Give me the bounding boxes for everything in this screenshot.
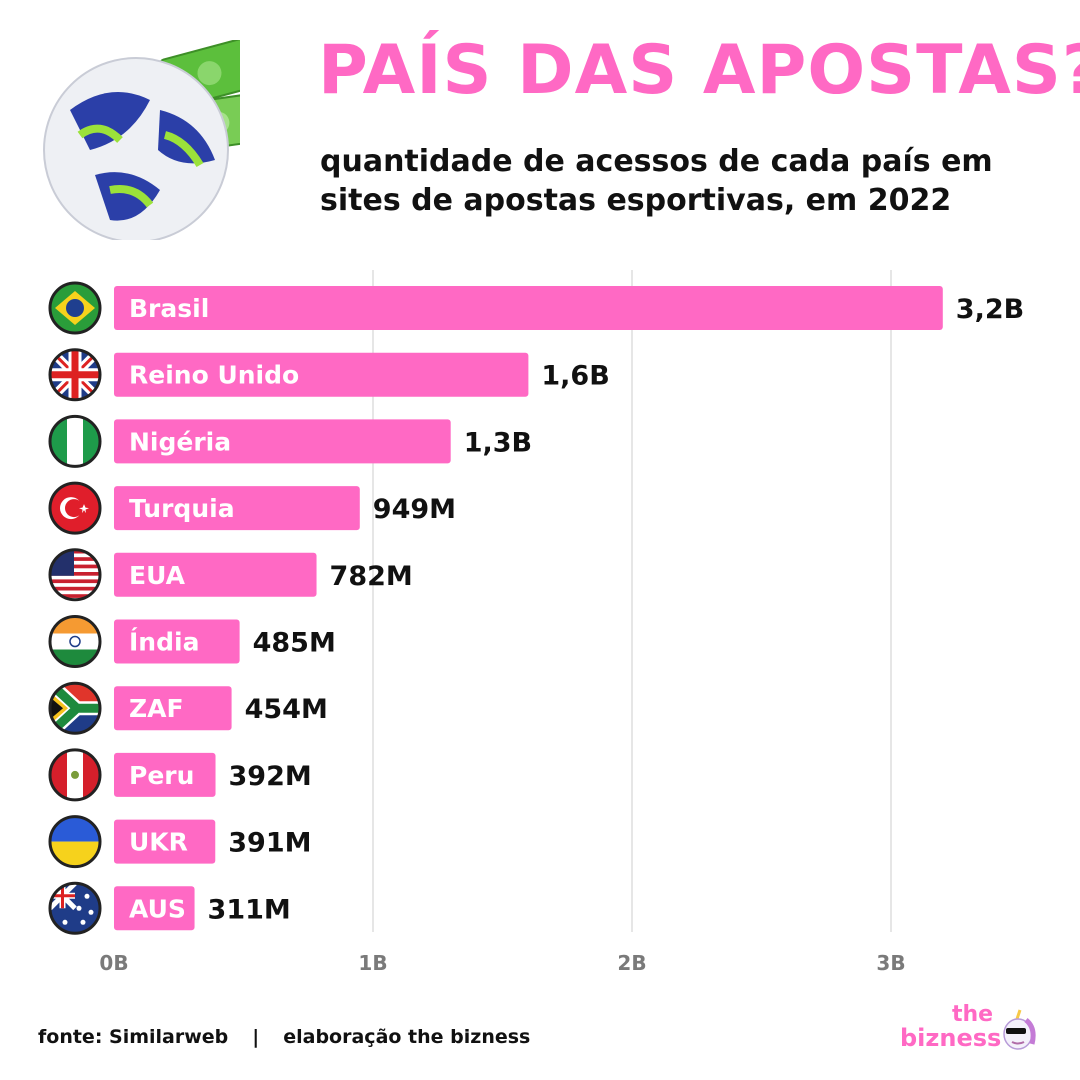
- bar-category-label: Índia: [129, 628, 199, 657]
- x-tick-label: 3B: [876, 951, 905, 975]
- bar: [114, 819, 216, 864]
- page-title: PAÍS DAS APOSTAS?: [318, 31, 1080, 110]
- x-tick-label: 1B: [358, 951, 387, 975]
- bar: [114, 419, 451, 464]
- uk-flag-icon: [48, 348, 102, 402]
- bar-category-label: Nigéria: [129, 427, 231, 456]
- bar-category-label: EUA: [129, 561, 186, 590]
- bar-category-label: Brasil: [129, 294, 209, 323]
- footer-separator: |: [252, 1026, 260, 1048]
- bar-value-label: 782M: [330, 561, 413, 592]
- brand-logo-line-2: bizness: [900, 1024, 1002, 1052]
- bar-category-label: ZAF: [129, 694, 184, 723]
- bar-value-label: 311M: [208, 894, 291, 925]
- bar-value-label: 3,2B: [956, 294, 1024, 325]
- x-tick-label: 2B: [617, 951, 646, 975]
- peru-flag-icon: [48, 748, 102, 802]
- bar-value-label: 454M: [245, 694, 328, 725]
- credit-note: elaboração the bizness: [283, 1026, 531, 1048]
- usa-flag-icon: [48, 548, 102, 602]
- bar-value-label: 392M: [229, 761, 312, 792]
- bar-chart: 0B 1B 2B 3B Brasil 3,2B Reino Unido 1,6B Nigéria…: [48, 270, 1024, 975]
- bar: [114, 686, 232, 731]
- bar: [114, 486, 360, 531]
- ukraine-flag-icon: [48, 815, 102, 869]
- australia-flag-icon: [48, 881, 102, 935]
- source-note: fonte: Similarweb: [38, 1026, 229, 1048]
- subtitle-line-1: quantidade de acessos de cada país em: [320, 144, 993, 179]
- bar-category-label: Turquia: [129, 494, 235, 523]
- bar: [114, 286, 943, 330]
- unicorn-icon: [1003, 1009, 1036, 1050]
- bar: [114, 552, 317, 597]
- south-africa-flag-icon: [48, 681, 102, 735]
- bar: [114, 886, 195, 931]
- x-tick-label: 0B: [99, 951, 128, 975]
- bar-value-label: 1,3B: [464, 427, 532, 458]
- brazil-flag-icon: [48, 281, 102, 335]
- page-subtitle: quantidade de acessos de cada país em si…: [320, 142, 1060, 220]
- bar: [114, 619, 240, 664]
- turkey-flag-icon: [48, 481, 102, 535]
- bar-category-label: AUS: [129, 894, 186, 923]
- bar-value-label: 391M: [228, 828, 311, 859]
- bar: [114, 352, 529, 397]
- bar-category-label: Reino Unido: [129, 361, 299, 390]
- bar-category-label: UKR: [129, 828, 188, 857]
- bar-value-label: 949M: [373, 494, 456, 525]
- brand-logo-line-1: the: [952, 1002, 994, 1027]
- bar: [114, 752, 216, 797]
- subtitle-line-2: sites de apostas esportivas, em 2022: [320, 183, 952, 218]
- brand-logo: the bizness: [900, 1002, 1040, 1054]
- soccer-ball-with-money-icon: [43, 40, 240, 240]
- footer: fonte: Similarweb | elaboração the bizness: [38, 1026, 530, 1048]
- india-flag-icon: [48, 615, 102, 668]
- bar-value-label: 1,6B: [541, 361, 609, 392]
- bar-value-label: 485M: [253, 628, 336, 659]
- nigeria-flag-icon: [48, 414, 102, 468]
- bar-category-label: Peru: [129, 761, 194, 790]
